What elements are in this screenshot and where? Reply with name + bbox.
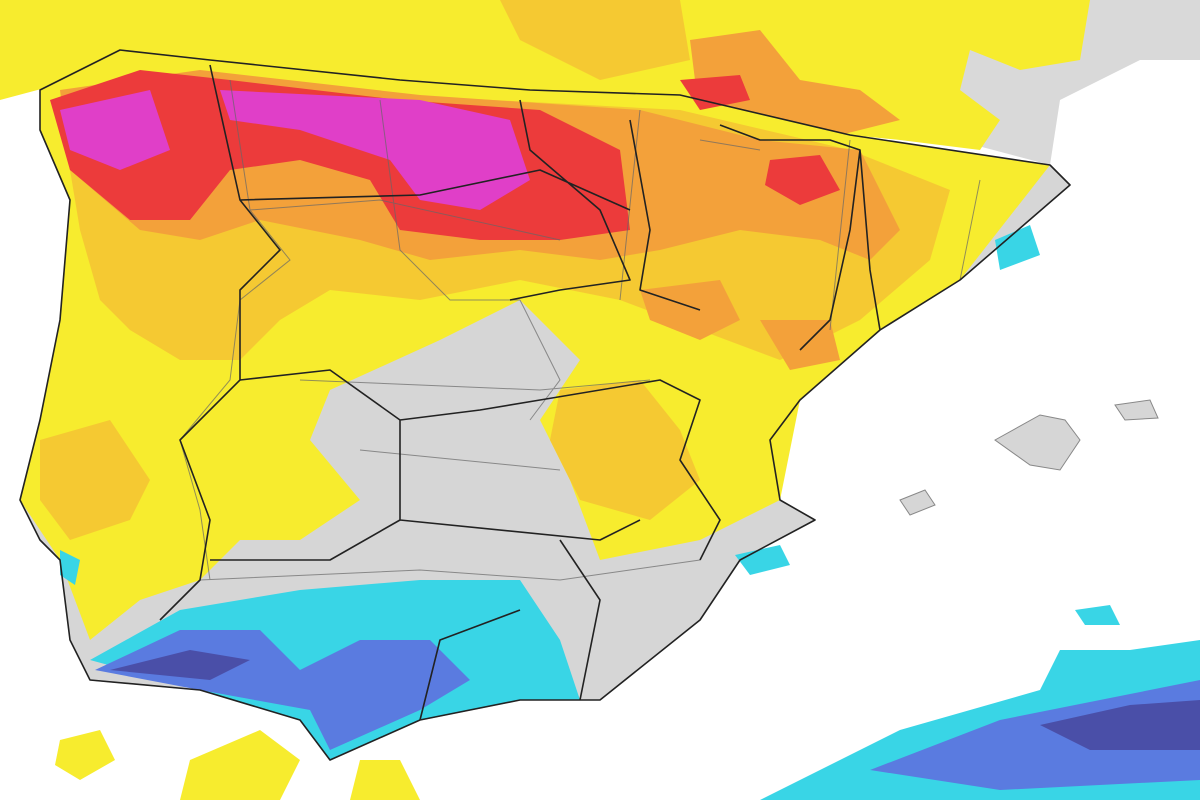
rain-light-morocco xyxy=(350,760,420,800)
rain-extreme-cantabria xyxy=(220,90,530,210)
rain-light-sw xyxy=(55,730,115,780)
snow-heavy-africa xyxy=(1040,700,1200,750)
rain-heavy-maestrazgo xyxy=(760,320,840,370)
rain-very-heavy-france xyxy=(680,75,750,110)
rain-very-heavy-pyrenees xyxy=(765,155,840,205)
ibiza xyxy=(899,489,936,516)
rain-heavy-iberian xyxy=(640,280,740,340)
rain-moderate-east xyxy=(550,380,700,520)
menorca xyxy=(1114,399,1159,421)
mallorca xyxy=(994,414,1081,471)
snow-moderate-africa xyxy=(870,680,1200,790)
region-borders xyxy=(159,64,881,721)
coastline xyxy=(19,49,1071,761)
snow-light-sea xyxy=(1075,605,1120,625)
province-borders xyxy=(179,79,981,581)
snow-heavy xyxy=(110,650,250,680)
snow-light-portugal xyxy=(60,550,80,585)
rain-extreme-galicia xyxy=(60,90,170,170)
snow-light-alicante xyxy=(735,545,790,575)
snow-light-catalonia xyxy=(995,225,1040,270)
rain-light-strait xyxy=(180,730,300,800)
rain-moderate-biscay xyxy=(500,0,690,80)
rain-moderate-portugal xyxy=(40,420,150,540)
